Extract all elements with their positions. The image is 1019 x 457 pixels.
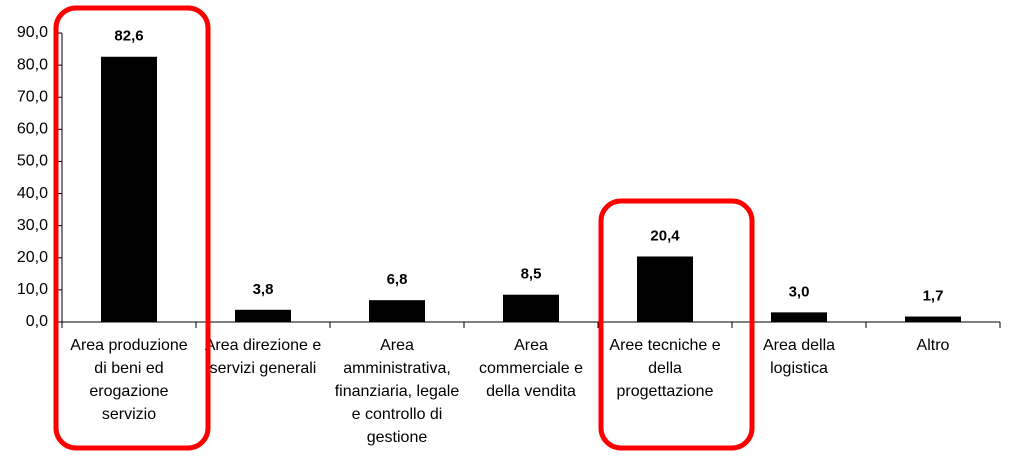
bar xyxy=(369,300,425,322)
y-tick-label: 30,0 xyxy=(17,217,48,234)
value-label: 3,0 xyxy=(789,283,810,300)
value-label: 8,5 xyxy=(521,266,542,283)
value-label: 6,8 xyxy=(387,271,408,288)
y-tick-label: 60,0 xyxy=(17,121,48,138)
y-tick-label: 50,0 xyxy=(17,153,48,170)
x-tick-label: Aree tecniche e della progettazione xyxy=(609,337,721,400)
y-tick-label: 40,0 xyxy=(17,185,48,202)
y-tick-label: 70,0 xyxy=(17,88,48,105)
x-tick-label: Area direzione e servizi generali xyxy=(204,337,322,377)
x-tick-label: Area produzione di beni ed erogazione se… xyxy=(70,337,188,423)
bar xyxy=(101,56,157,323)
bar xyxy=(503,294,559,322)
y-tick-label: 0,0 xyxy=(26,313,48,330)
x-tick-label: Altro xyxy=(916,337,950,354)
y-tick-label: 10,0 xyxy=(17,281,48,298)
bar xyxy=(771,312,827,322)
value-label: 3,8 xyxy=(253,281,274,298)
y-tick-label: 20,0 xyxy=(17,249,48,266)
y-tick-label: 80,0 xyxy=(17,56,48,73)
y-tick-label: 90,0 xyxy=(17,24,48,41)
x-tick-label: Area della logistica xyxy=(762,337,836,377)
value-label: 20,4 xyxy=(650,227,680,244)
bar xyxy=(637,256,693,322)
value-label: 82,6 xyxy=(114,28,143,45)
value-label: 1,7 xyxy=(923,288,944,305)
x-tick-label: Area amministrativa, finanziaria, legale… xyxy=(334,337,460,446)
bar xyxy=(235,309,291,322)
x-tick-label: Area commerciale e della vendita xyxy=(478,337,584,400)
bar xyxy=(905,316,961,322)
